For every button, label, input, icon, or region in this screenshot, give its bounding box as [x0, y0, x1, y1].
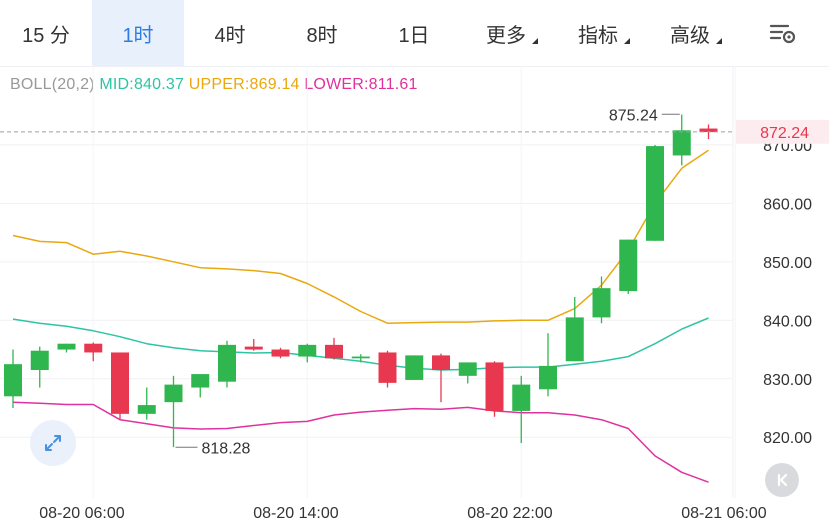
candle-body — [432, 355, 450, 370]
tab-6[interactable]: 指标 — [552, 0, 644, 66]
tab-label: 更多 — [486, 24, 526, 47]
boll-legend: BOLL(20,2) MID:840.37 UPPER:869.14 LOWER… — [10, 76, 418, 94]
x-tick-label: 08-20 14:00 — [253, 505, 339, 522]
timeframe-tabbar: 15 分 1时 4时 8时 1日 更多 指标 高级 — [0, 0, 829, 66]
boll-lower-line — [12, 401, 709, 483]
candle-body — [592, 288, 611, 318]
x-axis: 08-20 06:00 08-20 14:00 08-20 22:00 08-21 0… — [0, 498, 829, 530]
y-tick-label: 830.00 — [763, 372, 812, 389]
current-price-label: 872.24 — [760, 125, 809, 142]
scroll-to-latest-button[interactable] — [765, 463, 799, 497]
candle-body — [191, 374, 210, 388]
candle-body — [378, 352, 397, 383]
candle-body — [458, 362, 477, 376]
dropdown-triangle-icon — [624, 38, 630, 44]
candle-body — [57, 343, 76, 350]
dropdown-triangle-icon — [532, 38, 538, 44]
x-tick-label: 08-20 06:00 — [39, 505, 125, 522]
candle-body — [512, 384, 531, 411]
tab-label: 1时 — [122, 24, 154, 47]
candle-body — [646, 146, 664, 241]
tabbar-divider — [0, 66, 829, 67]
candle-body — [298, 344, 317, 357]
boll-name: BOLL(20,2) — [10, 76, 95, 93]
low-marker-label: 818.28 — [202, 440, 251, 457]
candle-body — [619, 239, 638, 292]
tab-label: 4时 — [214, 24, 246, 47]
x-tick-label: 08-20 22:00 — [467, 505, 553, 522]
candle-body — [672, 130, 691, 156]
candle-body — [699, 128, 718, 133]
tab-3[interactable]: 8时 — [276, 0, 368, 66]
tab-7[interactable]: 高级 — [644, 0, 736, 66]
tab-4[interactable]: 1日 — [368, 0, 460, 66]
tab-5[interactable]: 更多 — [460, 0, 552, 66]
dropdown-triangle-icon — [716, 38, 722, 44]
chart-settings-button[interactable] — [736, 0, 829, 66]
expand-chart-button[interactable] — [30, 420, 76, 466]
candle-body — [218, 344, 236, 382]
tab-1[interactable]: 1时 — [92, 0, 184, 66]
tab-0[interactable]: 15 分 — [0, 0, 92, 66]
candle-body — [485, 362, 504, 411]
high-marker-label: 875.24 — [609, 107, 658, 124]
candle-body — [244, 346, 263, 350]
chart-settings-icon — [769, 24, 795, 44]
tab-label: 8时 — [306, 24, 338, 47]
expand-icon — [45, 435, 61, 451]
x-tick-label: 08-21 06:00 — [681, 505, 767, 522]
y-tick-label: 840.00 — [763, 313, 812, 330]
tab-2[interactable]: 4时 — [184, 0, 276, 66]
candle-body — [164, 384, 183, 403]
y-tick-label: 860.00 — [763, 196, 812, 213]
candle-body — [351, 356, 370, 359]
candle-body — [4, 364, 22, 397]
candle-body — [271, 349, 290, 357]
candlestick-chart[interactable]: 820.00830.00840.00850.00860.00870.00872.… — [0, 66, 829, 498]
boll-mid: MID:840.37 — [99, 76, 185, 93]
y-tick-label: 820.00 — [763, 430, 812, 447]
candle-body — [137, 405, 156, 414]
candle-body — [539, 365, 557, 390]
tab-label: 指标 — [578, 24, 618, 47]
y-tick-label: 850.00 — [763, 255, 812, 272]
tab-label: 15 分 — [22, 24, 70, 47]
current-price-tag-bg — [736, 119, 829, 144]
boll-upper: UPPER:869.14 — [188, 76, 300, 93]
tab-label: 高级 — [670, 24, 710, 47]
candle-body — [30, 350, 49, 370]
candle-body — [325, 344, 343, 359]
boll-lower: LOWER:811.61 — [304, 76, 418, 93]
candle-body — [405, 355, 424, 380]
tab-label: 1日 — [398, 24, 430, 47]
candle-body — [84, 343, 103, 353]
chevron-left-end-icon — [777, 473, 788, 487]
candle-body — [111, 352, 129, 414]
candle-body — [565, 317, 584, 362]
